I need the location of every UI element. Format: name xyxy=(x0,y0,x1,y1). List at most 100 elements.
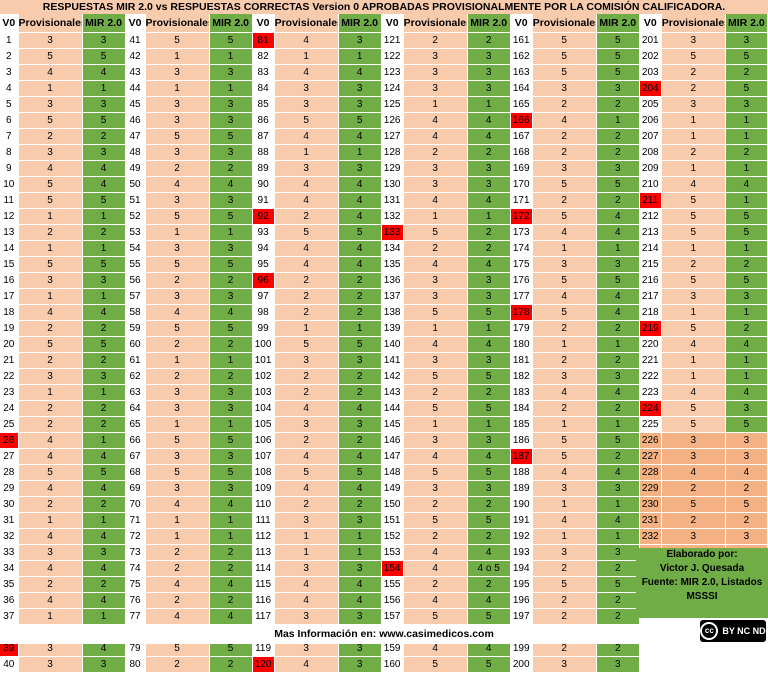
provisional-answer: 3 xyxy=(18,272,83,289)
provisional-answer: 3 xyxy=(18,656,83,673)
question-number: 161 xyxy=(510,32,533,49)
column-header-v0: V0 xyxy=(252,14,275,33)
question-number: 218 xyxy=(639,304,662,321)
provisional-answer: 3 xyxy=(145,288,210,305)
mir-answer: 2 xyxy=(467,384,511,401)
column-header-v0: V0 xyxy=(381,14,404,33)
table-row: 27 4 4 67 3 3 107 4 4 147 4 4 187 5 2 227 3 3 xyxy=(0,448,768,465)
credits-line: Elaborado por: xyxy=(666,549,738,560)
provisional-answer: 5 xyxy=(661,496,726,513)
provisional-answer: 1 xyxy=(532,336,597,353)
mir-answer: 1 xyxy=(82,608,126,625)
table-row: 3522754411544155221955523555 xyxy=(0,576,768,593)
mir-answer: 3 xyxy=(596,480,640,497)
provisional-answer: 3 xyxy=(274,512,339,529)
question-number: 144 xyxy=(381,400,404,417)
question-number: 85 xyxy=(252,96,275,113)
mir-answer: 5 xyxy=(725,224,768,241)
question-number: 10 xyxy=(0,176,19,193)
mir-answer: 1 xyxy=(725,352,768,369)
provisional-answer: 5 xyxy=(145,256,210,273)
mir-answer: 5 xyxy=(596,576,640,593)
mir-answer: 3 xyxy=(725,528,768,545)
question-number: 216 xyxy=(639,272,662,289)
question-number: 217 xyxy=(639,288,662,305)
mir-answer: 1 xyxy=(725,304,768,321)
question-number: 95 xyxy=(252,256,275,273)
provisional-answer: 4 xyxy=(274,400,339,417)
provisional-answer: 5 xyxy=(403,368,468,385)
provisional-answer: 5 xyxy=(532,576,597,593)
question-number: 179 xyxy=(510,320,533,337)
column-header-v0: V0 xyxy=(125,14,146,33)
mir-answer: 2 xyxy=(596,400,640,417)
question-number: 59 xyxy=(125,320,146,337)
question-number: 142 xyxy=(381,368,404,385)
mir-answer: 2 xyxy=(725,144,768,161)
mir-answer: 3 xyxy=(725,400,768,417)
question-number: 220 xyxy=(639,336,662,353)
table-header: V0 Provisionales MIR 2.0 V0 Provisionales MIR… xyxy=(0,14,768,33)
provisional-answer: 2 xyxy=(145,272,210,289)
provisional-answer: 5 xyxy=(18,176,83,193)
column-header-v0: V0 xyxy=(0,14,19,33)
provisional-answer: 2 xyxy=(145,560,210,577)
provisional-answer: 4 xyxy=(274,176,339,193)
question-number: 152 xyxy=(381,528,404,545)
mir-answer: 5 xyxy=(596,48,640,65)
provisional-answer: 4 xyxy=(274,240,339,257)
provisional-answer: 4 xyxy=(18,432,83,449)
mir-answer: 3 xyxy=(725,432,768,449)
question-number: 197 xyxy=(510,608,533,625)
question-number: 34 xyxy=(0,560,19,577)
question-number: 111 xyxy=(252,512,275,529)
provisional-answer: 2 xyxy=(403,240,468,257)
table-row: 23 1 1 63 3 3 103 2 2 143 2 2 183 4 4 223 4 4 xyxy=(0,384,768,401)
question-number: 33 xyxy=(0,544,19,561)
question-number: 207 xyxy=(639,128,662,145)
mir-answer: 2 xyxy=(725,64,768,81)
header-row: V0 Provisionales MIR 2.0 V0 Provisionales MIR… xyxy=(0,14,768,33)
provisional-answer: 5 xyxy=(145,32,210,49)
provisional-answer: 2 xyxy=(18,416,83,433)
provisional-answer: 3 xyxy=(145,96,210,113)
question-number: 154 xyxy=(381,560,404,577)
provisional-answer: 5 xyxy=(145,464,210,481)
question-number: 15 xyxy=(0,256,19,273)
provisional-answer: 3 xyxy=(661,288,726,305)
question-number: 81 xyxy=(252,32,275,49)
table-row: 24 2 2 64 3 3 104 4 4 144 5 5 184 2 2 224 5 3 xyxy=(0,400,768,417)
provisional-answer: 3 xyxy=(145,144,210,161)
provisional-answer: 5 xyxy=(532,432,597,449)
mir-answer: 3 xyxy=(209,112,253,129)
provisional-answer: 1 xyxy=(403,320,468,337)
mir-answer: 4 xyxy=(82,304,126,321)
question-number: 76 xyxy=(125,592,146,609)
question-number: 40 xyxy=(0,656,19,673)
question-number: 135 xyxy=(381,256,404,273)
question-number: 53 xyxy=(125,224,146,241)
question-number: 147 xyxy=(381,448,404,465)
question-number: 54 xyxy=(125,240,146,257)
provisional-answer: 4 xyxy=(18,448,83,465)
mir-answer: 2 xyxy=(209,592,253,609)
cc-license-badge[interactable]: cc BY NC ND xyxy=(700,620,766,642)
provisional-answer: 3 xyxy=(403,64,468,81)
table-row: 30 2 2 70 4 4 110 2 2 150 2 2 190 1 1 230 5 5 xyxy=(0,496,768,513)
provisional-answer: 2 xyxy=(532,560,597,577)
provisional-answer: 5 xyxy=(145,432,210,449)
table-row: 6 5 5 46 3 3 86 5 5 126 4 4 166 4 1 206 1 1 xyxy=(0,112,768,129)
question-number: 56 xyxy=(125,272,146,289)
footer-link-text[interactable]: Mas Información en: www.casimedicos.com xyxy=(0,624,768,644)
question-number: 92 xyxy=(252,208,275,225)
table-row: 2 5 5 42 1 1 82 1 1 122 3 3 162 5 5 202 5 5 xyxy=(0,48,768,65)
provisional-answer: 5 xyxy=(661,416,726,433)
provisional-answer: 2 xyxy=(18,320,83,337)
mir-answer: 3 xyxy=(82,368,126,385)
mir-answer: 2 xyxy=(467,576,511,593)
provisional-answer: 5 xyxy=(403,400,468,417)
provisional-answer: 3 xyxy=(403,160,468,177)
provisional-answer: 1 xyxy=(274,528,339,545)
column-header-v0: V0 xyxy=(510,14,533,33)
column-header-prov: Provisionales xyxy=(145,14,210,33)
